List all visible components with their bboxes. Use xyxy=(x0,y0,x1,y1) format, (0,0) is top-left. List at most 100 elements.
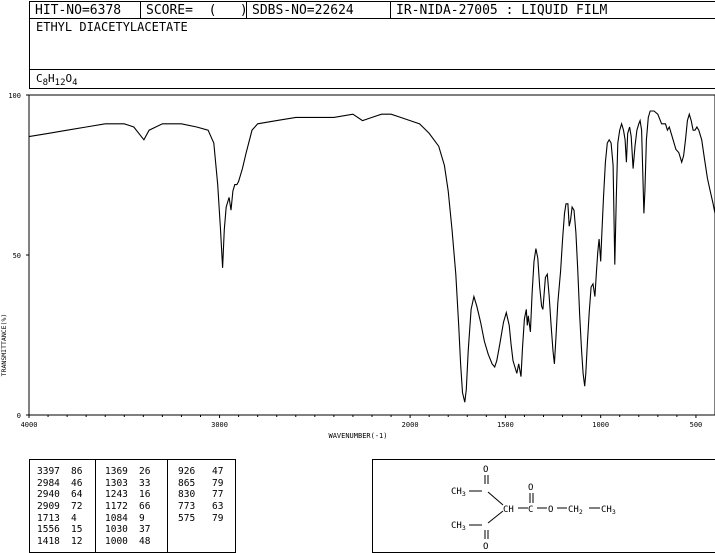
sdbs-number: SDBS-NO=22624 xyxy=(247,2,391,19)
peak-transmittance: 26 xyxy=(139,466,151,477)
peak-wavenumber: 865 xyxy=(178,477,196,489)
peak-wavenumber: 1030 xyxy=(105,524,128,536)
methyl-top-label: CH3 xyxy=(451,487,466,498)
methyl-bottom-label: CH3 xyxy=(451,521,466,532)
peak-table: 3397 86 2984 46 2940 64 2909 72 1713 4 1556 15 1418 1… xyxy=(29,459,236,553)
formula-o: O xyxy=(65,72,73,85)
methine-label: CH xyxy=(503,505,514,515)
peak-wavenumber: 773 xyxy=(178,501,196,513)
x-tick-label: 3000 xyxy=(211,421,228,429)
peak-wavenumber: 1172 xyxy=(105,501,128,513)
peak-wavenumber: 1418 xyxy=(37,536,60,548)
oxygen-bottom-label: O xyxy=(483,542,488,552)
peak-wavenumber: 1000 xyxy=(105,536,128,548)
peak-row: 1243 16 xyxy=(105,489,150,501)
y-tick-label: 50 xyxy=(13,252,21,260)
score: SCORE= ( ) xyxy=(141,2,248,19)
peak-wavenumber: 1369 xyxy=(105,466,128,477)
structure-box: O CH3 CH O C O CH2 CH3 CH3 xyxy=(372,459,715,553)
bond-ch-acetyl-bottom xyxy=(487,510,504,524)
peak-row: 1369 26 xyxy=(105,466,150,478)
peak-table-divider-2 xyxy=(167,460,168,552)
x-tick-label: 2000 xyxy=(402,421,419,429)
x-tick-label: 1000 xyxy=(592,421,609,429)
peak-transmittance: 16 xyxy=(139,489,151,501)
peak-wavenumber: 3397 xyxy=(37,466,60,477)
peak-column: 1369 26 1303 33 1243 16 1172 66 1084 9 1030 37 1000 4… xyxy=(105,466,150,548)
peak-wavenumber: 2984 xyxy=(37,477,60,489)
peak-wavenumber: 575 xyxy=(178,512,196,524)
header-bar: HIT-NO=6378 SCORE= ( ) SDBS-NO=22624 IR-… xyxy=(29,1,715,19)
peak-transmittance: 48 xyxy=(139,536,151,548)
peak-transmittance: 77 xyxy=(212,489,224,501)
oxygen-top-label: O xyxy=(483,465,488,475)
peak-row: 3397 86 xyxy=(37,466,82,478)
peak-wavenumber: 1243 xyxy=(105,489,128,501)
peak-wavenumber: 1084 xyxy=(105,512,128,524)
peak-row: 2940 64 xyxy=(37,489,82,501)
peak-column: 3397 86 2984 46 2940 64 2909 72 1713 4 1556 15 1418 1… xyxy=(37,466,82,548)
peak-wavenumber: 2940 xyxy=(37,489,60,501)
peak-wavenumber: 2909 xyxy=(37,501,60,513)
peak-row: 1303 33 xyxy=(105,478,150,490)
peak-transmittance: 79 xyxy=(212,512,224,524)
peak-wavenumber: 1713 xyxy=(37,512,60,524)
peak-row: 2909 72 xyxy=(37,501,82,513)
peak-transmittance: 46 xyxy=(71,477,83,489)
molecular-formula: C8H12O4 xyxy=(36,72,78,88)
peak-transmittance: 12 xyxy=(71,536,83,548)
transmittance-series-line xyxy=(28,110,715,403)
hit-number: HIT-NO=6378 xyxy=(30,2,141,19)
peak-wavenumber: 830 xyxy=(178,489,196,501)
y-tick-label: 0 xyxy=(17,412,21,420)
peak-transmittance: 63 xyxy=(212,501,224,513)
chemical-structure: O CH3 CH O C O CH2 CH3 CH3 xyxy=(451,465,616,552)
bond-acetyl-top-ch xyxy=(487,491,504,506)
y-axis-label: TRANSMITTANCE(%) xyxy=(0,314,8,377)
peak-transmittance: 47 xyxy=(212,466,224,477)
formula-box: C8H12O4 xyxy=(29,69,715,89)
peak-transmittance: 4 xyxy=(71,512,77,524)
formula-c: C xyxy=(36,72,43,85)
ester-oxygen-label: O xyxy=(548,505,553,515)
peak-row: 926 47 xyxy=(178,466,223,478)
peak-transmittance: 66 xyxy=(139,501,151,513)
peak-wavenumber: 1556 xyxy=(37,524,60,536)
peak-row: 2984 46 xyxy=(37,478,82,490)
peak-transmittance: 72 xyxy=(71,501,83,513)
compound-name-box: ETHYL DIACETYLACETATE xyxy=(29,18,715,70)
x-tick-label: 4000 xyxy=(21,421,38,429)
oxygen-ester-label: O xyxy=(528,483,533,493)
y-tick-label: 100 xyxy=(8,92,21,100)
peak-row: 1418 12 xyxy=(37,536,82,548)
peak-transmittance: 86 xyxy=(71,466,83,477)
peak-row: 1556 15 xyxy=(37,524,82,536)
methylene-label: CH2 xyxy=(568,505,583,516)
ir-sample-info: IR-NIDA-27005 : LIQUID FILM xyxy=(396,3,608,18)
peak-column: 926 47 865 79 830 77 773 63 575 79 xyxy=(178,466,223,524)
peak-transmittance: 37 xyxy=(139,524,151,536)
peak-row: 1030 37 xyxy=(105,524,150,536)
axis-ticks: 4000 3000 2000 1500 1000 500 0 50 100 xyxy=(8,92,702,429)
peak-row: 1713 4 xyxy=(37,513,82,525)
peak-transmittance: 9 xyxy=(139,512,145,524)
peak-transmittance: 79 xyxy=(212,477,224,489)
ester-carbon-label: C xyxy=(528,505,533,515)
peak-transmittance: 64 xyxy=(71,489,83,501)
peak-row: 865 79 xyxy=(178,478,223,490)
compound-name: ETHYL DIACETYLACETATE xyxy=(36,20,188,34)
peak-wavenumber: 926 xyxy=(178,466,196,477)
plot-frame xyxy=(28,94,715,416)
formula-c-count: 8 xyxy=(42,78,49,89)
peak-table-divider-1 xyxy=(95,460,96,552)
peak-row: 773 63 xyxy=(178,501,223,513)
formula-h-count: 12 xyxy=(54,78,66,89)
x-tick-label: 1500 xyxy=(497,421,514,429)
peak-row: 830 77 xyxy=(178,489,223,501)
ir-spectrum-chart: 4000 3000 2000 1500 1000 500 0 50 100 WAVENUMBER… xyxy=(0,92,715,440)
peak-wavenumber: 1303 xyxy=(105,477,128,489)
peak-row: 1172 66 xyxy=(105,501,150,513)
peak-row: 1084 9 xyxy=(105,513,150,525)
peak-transmittance: 33 xyxy=(139,477,151,489)
methyl-end-label: CH3 xyxy=(601,505,616,516)
